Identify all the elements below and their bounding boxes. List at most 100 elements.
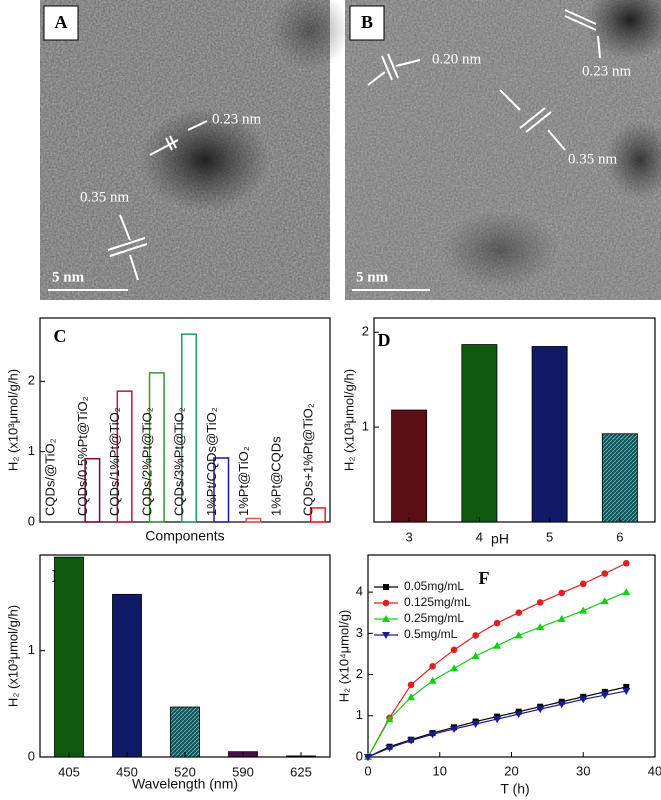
y-axis-label: H₂ (x10³μmol/g/h)	[5, 605, 20, 707]
y-axis-label: H₂ (x10³μmol/g/h)	[341, 369, 356, 471]
marker	[382, 599, 390, 607]
x-axis-label: pH	[491, 531, 509, 547]
bar	[116, 390, 133, 523]
marker	[450, 646, 458, 654]
marker	[382, 615, 390, 622]
category-label: 1%Pt@TiO₂	[236, 446, 251, 516]
x-tick-label: 30	[576, 763, 590, 778]
marker	[364, 754, 372, 761]
bar	[213, 457, 230, 523]
y-axis-label: H₂ (x10⁴μmol/g)	[336, 610, 351, 703]
panel-label: D	[378, 330, 391, 350]
marker	[385, 744, 394, 752]
x-tick-label: 40	[648, 763, 661, 778]
marker	[493, 619, 501, 627]
y-tick-label: 1	[28, 642, 35, 657]
marker	[493, 641, 502, 649]
marker	[450, 725, 459, 733]
category-label: 1%Pt@CQDs	[268, 436, 283, 516]
tem-image-b: B 0.20 nm 0.23 nm 0.35 nm 5 nm	[345, 0, 661, 300]
marker	[536, 599, 544, 606]
x-axis-label: T (h)	[500, 781, 529, 797]
marker	[622, 588, 631, 596]
marker	[536, 706, 545, 714]
y-tick-label: 4	[356, 584, 363, 599]
lattice-label: 0.23 nm	[212, 111, 262, 127]
marker	[472, 632, 479, 639]
marker	[601, 688, 608, 695]
marker	[623, 683, 630, 690]
bar	[461, 344, 498, 523]
lattice-label: 0.35 nm	[568, 151, 618, 167]
x-axis-label: Components	[145, 528, 224, 544]
marker	[385, 715, 394, 723]
marker	[471, 721, 480, 729]
marker	[471, 652, 480, 659]
x-axis-label: Wavelength (nm)	[132, 776, 238, 792]
bar	[84, 457, 101, 523]
x-tick-label: 10	[433, 763, 447, 778]
y-tick-label: 2	[356, 666, 363, 681]
marker	[407, 681, 415, 689]
scale-bar: 5 nm	[52, 269, 85, 285]
legend-label: 0.25mg/mL	[404, 611, 464, 625]
bar	[391, 409, 428, 523]
category-label: CQDs/0.5%Pt@TiO₂	[75, 396, 90, 516]
tem-image-a: A 0.23 nm 0.35 nm 5 nm	[40, 0, 350, 300]
marker	[450, 664, 459, 672]
category-label: CQDs/2%Pt@TiO₂	[139, 407, 154, 516]
x-tick-label: 6	[616, 529, 623, 544]
marker	[623, 559, 630, 567]
legend-label: 0.125mg/mL	[404, 595, 471, 609]
y-tick-label: 1	[356, 707, 363, 722]
x-tick-label: 0	[364, 763, 371, 778]
bar	[309, 507, 326, 523]
marker	[428, 731, 437, 739]
y-tick-label: 2	[28, 373, 35, 388]
panel-label: C	[54, 326, 67, 346]
marker	[428, 676, 437, 684]
x-tick-label: 4	[476, 529, 483, 544]
bar	[170, 706, 200, 758]
marker	[407, 693, 416, 701]
plot-frame	[373, 317, 656, 523]
x-tick-label: 590	[232, 764, 254, 779]
y-tick-label: 1	[28, 443, 35, 458]
y-tick-label: 0	[28, 513, 35, 528]
x-tick-label: 520	[174, 764, 196, 779]
marker	[557, 614, 566, 622]
y-tick-label: 0	[356, 748, 363, 763]
bar	[148, 372, 165, 523]
y-tick-label: 3	[356, 625, 363, 640]
category-label: CQDs/3%Pt@TiO₂	[172, 407, 187, 516]
x-tick-label: 5	[546, 529, 553, 544]
marker	[579, 696, 588, 704]
category-label: CQDs+1%Pt@TiO₂	[300, 403, 315, 516]
bar	[181, 333, 198, 523]
scale-bar: 5 nm	[356, 269, 389, 285]
marker	[515, 609, 522, 617]
bar	[531, 346, 568, 523]
marker	[557, 701, 566, 709]
marker	[514, 711, 523, 719]
bar	[54, 556, 84, 758]
marker	[600, 692, 609, 700]
bar	[601, 433, 638, 523]
legend-label: 0.5mg/mL	[404, 627, 458, 641]
x-tick-label: 20	[504, 763, 518, 778]
marker	[622, 688, 631, 696]
y-tick-label: 2	[362, 324, 369, 339]
panel-label: A	[55, 12, 68, 32]
legend-label: 0.05mg/mL	[404, 579, 464, 593]
marker	[407, 737, 416, 745]
marker	[383, 584, 389, 590]
category-label: CQDs/1%Pt@TiO₂	[107, 407, 122, 516]
x-tick-label: 625	[290, 764, 312, 779]
bar	[245, 517, 262, 523]
marker	[514, 631, 523, 639]
y-tick-label: 0	[28, 748, 35, 763]
panel-label: F	[479, 568, 490, 588]
marker	[579, 606, 588, 614]
